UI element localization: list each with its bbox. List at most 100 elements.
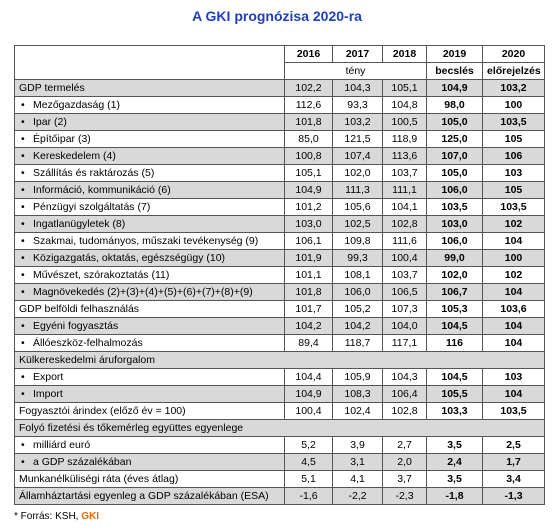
cell-value: -1,8 [426,487,483,505]
cell-value: 106,7 [426,283,483,301]
cell-value: 103 [482,368,545,386]
cell-value: 3,5 [426,470,483,488]
row-label: Közigazgatás, oktatás, egészségügy (10) [14,249,285,267]
cell-value: 103,7 [382,266,427,284]
table-row: Információ, kommunikáció (6)104,9111,311… [14,181,545,199]
cell-value: 106,4 [382,385,427,403]
cell-value: 5,1 [284,470,333,488]
cell-value: -2,3 [382,487,427,505]
year-header: 2020 [482,45,545,63]
cell-value: 106,1 [284,232,333,250]
cell-value: 104,1 [382,198,427,216]
cell-value: 108,3 [332,385,383,403]
title: A GKI prognózisa 2020-ra [192,8,362,24]
row-label: Államháztartási egyenleg a GDP százaléká… [14,487,285,505]
cell-value: 85,0 [284,130,333,148]
cell-value: 104 [482,385,545,403]
year-header: 2019 [426,45,483,63]
cell-value: 103,2 [332,113,383,131]
cell-value: 4,1 [332,470,383,488]
cell-value: 104,9 [426,79,483,97]
row-label: Szállítás és raktározás (5) [14,164,285,182]
cell-value: 105,3 [426,300,483,318]
table-row: GDP belföldi felhasználás 101,7 105,2 107,3… [14,300,545,318]
cell-value: 3,5 [426,436,483,454]
table-row: Folyó fizetési és tőkemérleg együttes eg… [14,419,545,437]
row-label: a GDP százalékában [14,453,285,471]
forecast-table: 2016 2017 2018 2019 2020 tény becslés előrej… [14,45,545,505]
cell-value: 98,0 [426,96,483,114]
cell-value: 103,5 [482,402,545,420]
cell-value: 101,8 [284,113,333,131]
cell-value: 102,5 [332,215,383,233]
cell-value: 117,1 [382,334,427,352]
cell-value: 100,4 [382,249,427,267]
cell-value: -1,6 [284,487,333,505]
cell-value: 104,4 [284,368,333,386]
row-label: Munkanélküliségi ráta (éves átlag) [14,470,285,488]
table-row: Fogyasztói árindex (előző év = 100) 100,4… [14,402,545,420]
cell-value: 99,3 [332,249,383,267]
row-label: Művészet, szórakoztatás (11) [14,266,285,284]
table-row: Szakmai, tudományos, műszaki tevékenység… [14,232,545,250]
cell-value: 103,5 [482,113,545,131]
table-row: Államháztartási egyenleg a GDP százaléká… [14,487,545,505]
cell-value: 5,2 [284,436,333,454]
table-row: Szállítás és raktározás (5)105,1102,0103… [14,164,545,182]
cell-value: 104,9 [284,181,333,199]
cell-value: 111,3 [332,181,383,199]
subheader: előrejelzés [482,62,545,80]
table-row: Külkereskedelmi áruforgalom [14,351,545,369]
table-row: Magnövekedés (2)+(3)+(4)+(5)+(6)+(7)+(8)… [14,283,545,301]
year-header: 2016 [284,45,333,63]
cell-value: 100,8 [284,147,333,165]
cell-value: 108,1 [332,266,383,284]
cell-value: 118,9 [382,130,427,148]
cell-value: 100 [482,249,545,267]
cell-value: 3,7 [382,470,427,488]
cell-value: 102 [482,266,545,284]
year-header: 2018 [382,45,427,63]
cell-value: 107,3 [382,300,427,318]
cell-value: 102,0 [332,164,383,182]
row-label: Állóeszköz-felhalmozás [14,334,285,352]
cell-value: 116 [426,334,483,352]
cell-value: 107,4 [332,147,383,165]
cell-value: 103,3 [426,402,483,420]
cell-value: 102,0 [426,266,483,284]
cell-value: 106,0 [426,181,483,199]
cell-value: 104 [482,317,545,335]
cell-value: 104,9 [284,385,333,403]
footnote-highlight: GKI [81,511,100,522]
cell-value: 105,5 [426,385,483,403]
cell-value: 93,3 [332,96,383,114]
row-label: Magnövekedés (2)+(3)+(4)+(5)+(6)+(7)+(8)… [14,283,285,301]
cell-value: 103,6 [482,300,545,318]
cell-value: 105,2 [332,300,383,318]
table-row: Művészet, szórakoztatás (11)101,1108,110… [14,266,545,284]
table-row: Állóeszköz-felhalmozás89,4118,7117,11161… [14,334,545,352]
cell-value: 118,7 [332,334,383,352]
cell-value: 103,0 [284,215,333,233]
cell-value: 103,7 [382,164,427,182]
cell-value: 105,9 [332,368,383,386]
cell-value: 102,8 [382,402,427,420]
cell-value: 106 [482,147,545,165]
table-row: Közigazgatás, oktatás, egészségügy (10) 1… [14,249,545,267]
row-label: Kereskedelem (4) [14,147,285,165]
cell-value: 104,0 [382,317,427,335]
cell-value: 99,0 [426,249,483,267]
cell-value: 105 [482,130,545,148]
cell-value: 101,7 [284,300,333,318]
cell-value: 111,1 [382,181,427,199]
cell-value: -1,3 [482,487,545,505]
cell-value: 2,5 [482,436,545,454]
cell-value: 103,5 [482,198,545,216]
cell-value: 105,1 [382,79,427,97]
